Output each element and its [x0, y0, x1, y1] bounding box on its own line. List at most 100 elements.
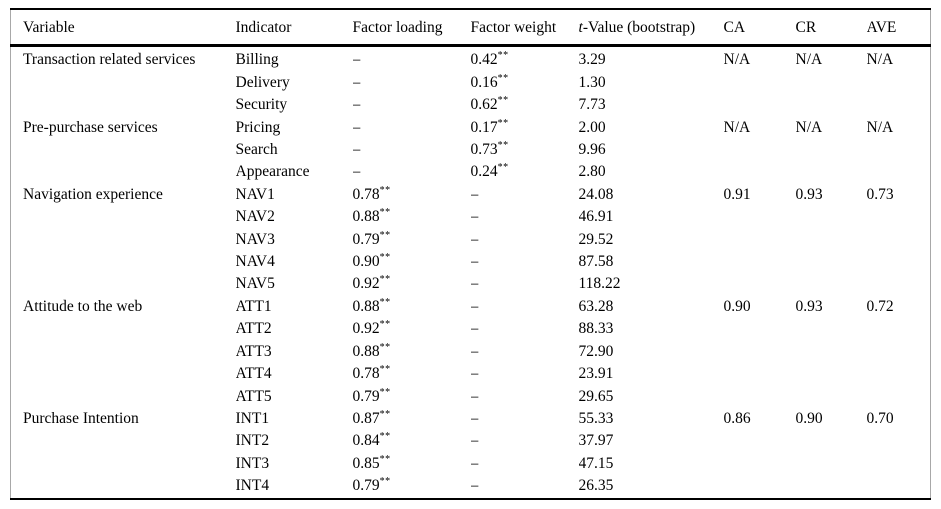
significance-marker: **: [379, 364, 391, 376]
significance-marker: **: [497, 162, 509, 174]
factor-weight-cell: –: [470, 208, 479, 226]
cr-cell: [796, 139, 867, 161]
factor-weight-cell: 0.24**: [470, 162, 509, 181]
table-row: INT3 0.85** – 47.15: [11, 453, 931, 475]
t-value-cell: 88.33: [578, 320, 614, 338]
cr-cell: [796, 206, 867, 228]
ca-cell: N/A: [723, 118, 751, 136]
col-header-factor-loading: Factor loading: [352, 9, 471, 48]
cr-cell: [796, 430, 867, 452]
cr-cell: [796, 386, 867, 408]
ave-cell: N/A: [866, 118, 894, 136]
ave-cell: [867, 363, 931, 385]
indicator-cell: INT1: [235, 409, 270, 427]
ave-cell: [867, 341, 931, 363]
factor-loading-cell: 0.88**: [352, 341, 391, 360]
factor-weight-cell: –: [470, 253, 479, 271]
cr-cell: [796, 229, 867, 251]
col-header-factor-weight: Factor weight: [470, 9, 579, 48]
t-value-cell: 9.96: [578, 141, 606, 159]
t-value-cell: 72.90: [578, 342, 614, 360]
indicator-cell: Pricing: [235, 118, 281, 136]
factor-weight-cell: –: [470, 454, 479, 472]
indicator-cell: NAV2: [235, 208, 275, 226]
factor-loading-cell: 0.87**: [352, 408, 391, 427]
cr-cell: [796, 453, 867, 475]
significance-marker: **: [379, 386, 391, 398]
ave-cell: 0.73: [866, 185, 894, 203]
col-header-ave: AVE: [866, 9, 931, 48]
factor-loading-cell: 0.84**: [352, 431, 391, 450]
cr-cell: 0.90: [795, 409, 823, 427]
cr-cell: [796, 318, 867, 340]
t-value-label-rest: -Value (bootstrap): [582, 19, 696, 36]
factor-loading-cell: 0.79**: [352, 229, 391, 248]
factor-weight-cell: –: [470, 432, 479, 450]
indicator-cell: NAV3: [235, 230, 275, 248]
variable-cell: Purchase Intention: [23, 409, 139, 427]
significance-marker: **: [497, 50, 509, 62]
indicator-cell: ATT1: [235, 297, 272, 315]
ave-cell: [867, 161, 931, 183]
table-row: NAV2 0.88** – 46.91: [11, 206, 931, 228]
significance-marker: **: [379, 408, 391, 420]
factor-loading-cell: 0.88**: [352, 207, 391, 226]
ave-cell: [867, 318, 931, 340]
table-row: Appearance – 0.24** 2.80: [11, 161, 931, 183]
factor-weight-cell: –: [470, 477, 479, 495]
cr-cell: 0.93: [795, 297, 823, 315]
t-value-cell: 37.97: [578, 432, 614, 450]
cr-cell: N/A: [795, 118, 823, 136]
variable-cell: [11, 475, 236, 498]
significance-marker: **: [379, 274, 391, 286]
ca-cell: [724, 251, 796, 273]
measurement-model-table: Variable Indicator Factor loading Factor…: [10, 8, 931, 500]
header-row: Variable Indicator Factor loading Factor…: [10, 9, 931, 48]
variable-cell: [11, 139, 236, 161]
ave-cell: [867, 475, 931, 498]
ave-cell: [867, 386, 931, 408]
table-body: Transaction related services Billing – 0.42…: [11, 46, 931, 499]
t-value-cell: 23.91: [578, 365, 614, 383]
table-row: Pre-purchase services Pricing – 0.17** 2.00 N…: [11, 117, 931, 139]
variable-cell: [11, 341, 236, 363]
t-value-cell: 7.73: [578, 96, 606, 114]
cr-cell: [796, 72, 867, 94]
factor-weight-cell: –: [470, 387, 479, 405]
ave-cell: [867, 139, 931, 161]
table-row: ATT2 0.92** – 88.33: [11, 318, 931, 340]
variable-cell: [11, 72, 236, 94]
table-row: Attitude to the web ATT1 0.88** – 63.28 0.90 0…: [11, 296, 931, 318]
table-row: Search – 0.73** 9.96: [11, 139, 931, 161]
significance-marker: **: [379, 476, 391, 488]
ca-cell: [724, 72, 796, 94]
col-header-cr: CR: [795, 9, 867, 48]
factor-weight-cell: –: [470, 297, 479, 315]
variable-cell: [11, 229, 236, 251]
indicator-cell: NAV4: [235, 253, 275, 271]
cr-cell: [796, 363, 867, 385]
t-value-cell: 63.28: [578, 297, 614, 315]
ave-cell: [867, 453, 931, 475]
variable-cell: [11, 430, 236, 452]
indicator-cell: ATT2: [235, 320, 272, 338]
significance-marker: **: [497, 72, 509, 84]
ca-cell: [724, 139, 796, 161]
ca-cell: 0.91: [723, 185, 751, 203]
factor-loading-cell: 0.79**: [352, 386, 391, 405]
col-header-t-value: t-Value (bootstrap): [578, 9, 724, 48]
cr-cell: [796, 161, 867, 183]
ca-cell: [724, 430, 796, 452]
t-value-cell: 1.30: [578, 73, 606, 91]
t-value-cell: 46.91: [578, 208, 614, 226]
factor-loading-cell: 0.92**: [352, 274, 391, 293]
ca-cell: [724, 94, 796, 116]
ca-cell: 0.86: [723, 409, 751, 427]
factor-loading-cell: 0.88**: [352, 296, 391, 315]
ca-cell: [724, 206, 796, 228]
table-row: Delivery – 0.16** 1.30: [11, 72, 931, 94]
significance-marker: **: [379, 431, 391, 443]
ave-cell: [867, 273, 931, 295]
table-row: Navigation experience NAV1 0.78** – 24.08 0.9…: [11, 184, 931, 206]
